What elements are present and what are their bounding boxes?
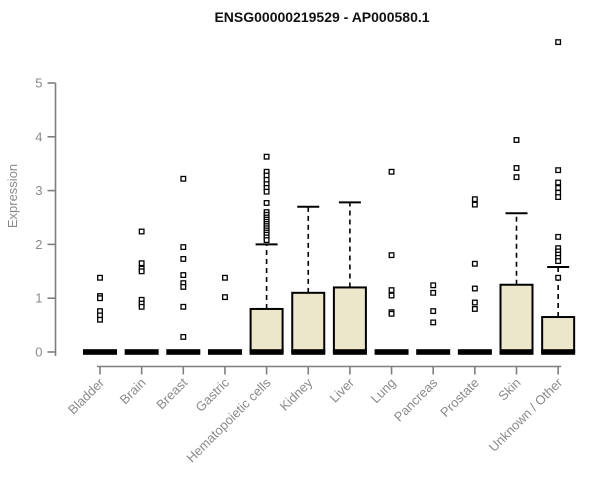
outlier-point	[388, 310, 395, 317]
x-tick-label-kidney: Kidney	[277, 375, 316, 414]
outlier-point	[221, 294, 228, 301]
outlier-point	[180, 272, 187, 279]
y-tick-label: 5	[35, 76, 42, 91]
outlier-point	[180, 283, 187, 290]
y-tick-label: 2	[35, 237, 42, 252]
outlier-point	[471, 196, 478, 203]
box-collapsed-pancreas	[416, 349, 451, 355]
outlier-point	[138, 268, 145, 275]
median-line	[541, 349, 576, 355]
y-axis-label: Expression	[5, 164, 20, 228]
x-tick-label-lung: Lung	[368, 375, 399, 406]
outlier-point	[263, 188, 270, 195]
x-tick-label-gastric: Gastric	[192, 375, 232, 415]
box-unknown-other	[541, 316, 576, 353]
outlier-point	[555, 167, 562, 174]
x-tick-label-liver: Liver	[326, 375, 357, 406]
outlier-point	[471, 285, 478, 292]
box-collapsed-brain	[124, 349, 159, 355]
outlier-point	[430, 282, 437, 289]
outlier-point	[555, 258, 562, 265]
outlier-point	[471, 260, 478, 267]
x-tick-label-bladder: Bladder	[65, 375, 108, 418]
outlier-point	[388, 252, 395, 259]
median-line	[332, 349, 367, 355]
outlier-point	[388, 287, 395, 294]
outlier-point	[471, 306, 478, 312]
outlier-point	[263, 200, 270, 206]
outlier-point	[180, 255, 187, 262]
outlier-point	[388, 292, 395, 299]
outlier-point	[555, 39, 562, 46]
outlier-point	[97, 295, 103, 302]
outlier-point	[138, 303, 145, 310]
outlier-point	[180, 244, 187, 251]
x-tick-label-pancreas: Pancreas	[391, 375, 441, 425]
outlier-point	[513, 137, 520, 143]
box-skin	[499, 283, 534, 353]
median-line	[499, 349, 534, 355]
box-liver	[332, 286, 367, 353]
outlier-point	[430, 308, 437, 315]
outlier-point	[555, 233, 562, 240]
outlier-point	[138, 228, 145, 235]
outlier-point	[430, 289, 437, 296]
box-collapsed-gastric	[207, 349, 242, 355]
outlier-point	[97, 316, 103, 323]
y-tick-label: 3	[35, 183, 42, 198]
box-collapsed-breast	[166, 349, 201, 355]
x-tick-label-unknown-other: Unknown / Other	[486, 375, 566, 455]
x-tick-label-breast: Breast	[153, 375, 190, 412]
box-collapsed-prostate	[457, 349, 492, 355]
outlier-point	[263, 153, 270, 160]
outlier-point	[180, 175, 187, 182]
x-tick-label-prostate: Prostate	[437, 375, 482, 420]
box-kidney	[291, 291, 326, 354]
outlier-point	[471, 201, 478, 208]
y-tick-label: 4	[35, 129, 42, 144]
outlier-point	[513, 174, 520, 181]
outlier-point	[555, 179, 562, 186]
outlier-point	[513, 165, 520, 171]
outlier-point	[180, 303, 187, 310]
outlier-point	[555, 184, 562, 191]
outlier-point	[221, 274, 228, 281]
median-line	[249, 349, 284, 355]
outlier-point	[555, 194, 562, 201]
outlier-point	[471, 299, 478, 306]
outlier-point	[388, 168, 395, 175]
outlier-point	[430, 319, 437, 326]
outlier-point	[263, 237, 270, 244]
box-collapsed-lung	[374, 349, 409, 355]
y-tick-label: 0	[35, 345, 42, 360]
x-tick-label-skin: Skin	[495, 375, 523, 403]
y-tick-label: 1	[35, 291, 42, 306]
x-tick-label-brain: Brain	[117, 375, 149, 407]
box-hematopoietic-cells	[249, 307, 284, 353]
outlier-point	[180, 333, 187, 340]
outlier-point	[97, 274, 103, 281]
box-collapsed-bladder	[83, 349, 117, 355]
outlier-point	[138, 260, 145, 267]
outlier-point	[555, 274, 562, 281]
median-line	[291, 349, 326, 355]
chart-title: ENSG00000219529 - AP000580.1	[214, 9, 429, 25]
